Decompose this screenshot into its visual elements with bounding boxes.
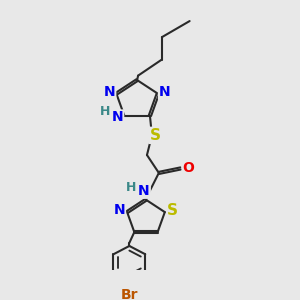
Text: N: N (113, 203, 125, 217)
Text: N: N (112, 110, 123, 124)
Text: N: N (103, 85, 115, 99)
Text: N: N (138, 184, 150, 198)
Text: Br: Br (121, 288, 138, 300)
Text: N: N (159, 85, 171, 99)
Text: H: H (100, 105, 111, 118)
Text: H: H (126, 181, 136, 194)
Text: O: O (183, 160, 194, 175)
Text: S: S (167, 203, 178, 218)
Text: S: S (149, 128, 161, 143)
